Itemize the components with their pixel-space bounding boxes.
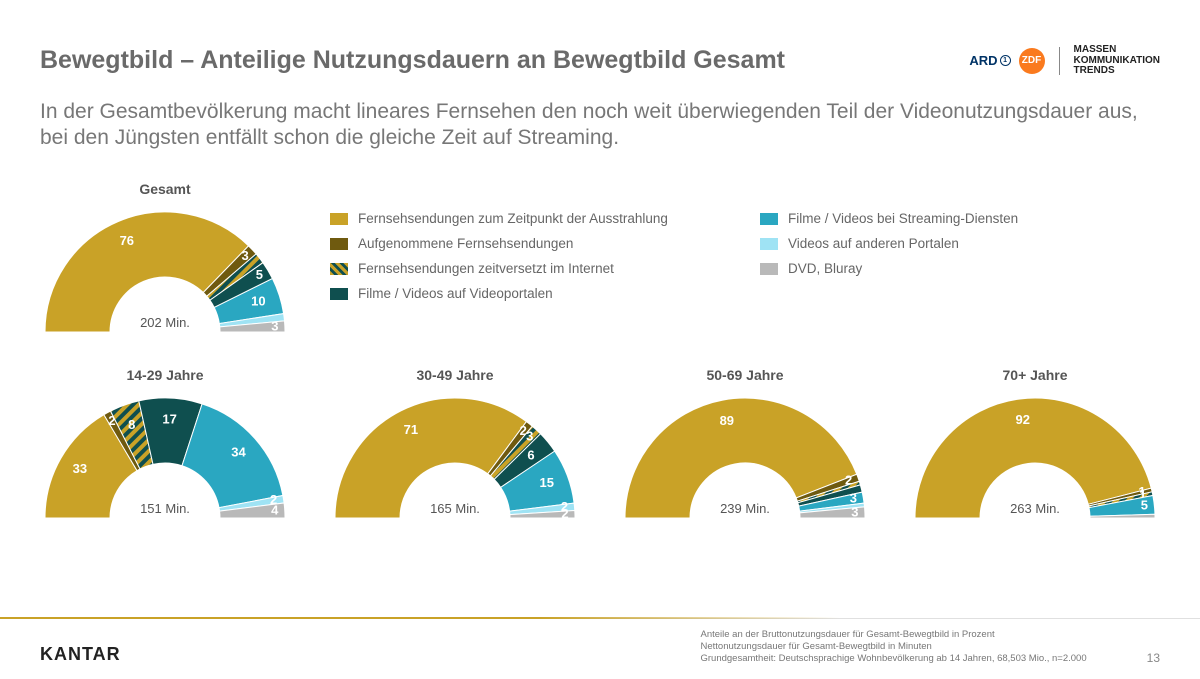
bottom-row: 14-29 Jahre 3328173424151 Min. 30-49 Jah… <box>40 367 1160 518</box>
donut-segment-label: 17 <box>162 412 176 427</box>
footnote-line2: Nettonutzungsdauer für Gesamt-Bewegtbild… <box>700 641 1086 653</box>
donut-segment-label: 5 <box>256 267 263 282</box>
legend-item: Filme / Videos bei Streaming-Diensten <box>760 211 1160 226</box>
footnote-line1: Anteile an der Bruttonutzungsdauer für G… <box>700 629 1086 641</box>
legend-label: Fernsehsendungen zum Zeitpunkt der Ausst… <box>358 211 668 226</box>
chart-gesamt: 7635103202 Min. <box>40 207 290 332</box>
legend-item <box>760 286 1160 301</box>
legend-swatch <box>330 238 348 250</box>
legend-label: Filme / Videos bei Streaming-Diensten <box>788 211 1018 226</box>
legend-swatch <box>760 263 778 275</box>
chart-gesamt-title: Gesamt <box>40 181 290 197</box>
donut-segment-label: 8 <box>128 417 135 432</box>
chart-50-69: 89233239 Min. <box>620 393 870 518</box>
donut-center-label: 165 Min. <box>430 501 480 516</box>
donut-segment-label: 76 <box>120 233 134 248</box>
footnote: Anteile an der Bruttonutzungsdauer für G… <box>700 629 1086 665</box>
legend-swatch <box>330 263 348 275</box>
ard-logo-icon: 1 <box>1000 55 1011 66</box>
logo-separator <box>1059 47 1060 75</box>
legend: Fernsehsendungen zum Zeitpunkt der Ausst… <box>330 181 1160 332</box>
donut-segment-label: 6 <box>527 447 534 462</box>
ard-logo: ARD 1 <box>969 53 1010 68</box>
chart-50-69-block: 50-69 Jahre 89233239 Min. <box>620 367 870 518</box>
footer-right: Anteile an der Bruttonutzungsdauer für G… <box>700 629 1160 665</box>
top-row: Gesamt 7635103202 Min. Fernsehsendungen … <box>40 181 1160 332</box>
legend-label: Filme / Videos auf Videoportalen <box>358 286 553 301</box>
chart-14-29: 3328173424151 Min. <box>40 393 290 518</box>
donut-segment-label: 5 <box>1141 497 1148 512</box>
legend-item: Fernsehsendungen zum Zeitpunkt der Ausst… <box>330 211 730 226</box>
donut-segment-label: 71 <box>404 422 418 437</box>
legend-item: DVD, Bluray <box>760 261 1160 276</box>
footer-inner: KANTAR Anteile an der Bruttonutzungsdaue… <box>40 629 1160 665</box>
legend-label: Videos auf anderen Portalen <box>788 236 959 251</box>
footer-gold-line <box>0 617 1200 619</box>
footnote-line3: Grundgesamtheit: Deutschsprachige Wohnbe… <box>700 653 1086 665</box>
page-number: 13 <box>1147 651 1160 665</box>
chart-30-49-title: 30-49 Jahre <box>330 367 580 383</box>
donut-segment-label: 2 <box>561 506 568 518</box>
donut-segment-label: 92 <box>1015 412 1029 427</box>
chart-30-49: 712361522165 Min. <box>330 393 580 518</box>
legend-label: Aufgenommene Fernsehsendungen <box>358 236 573 251</box>
donut-segment-label: 3 <box>851 504 858 518</box>
donut-segment-label: 3 <box>271 318 278 332</box>
mkt-logo-line3: TRENDS <box>1074 66 1160 77</box>
chart-70plus-title: 70+ Jahre <box>910 367 1160 383</box>
donut-center-label: 239 Min. <box>720 501 770 516</box>
chart-50-69-title: 50-69 Jahre <box>620 367 870 383</box>
legend-item: Aufgenommene Fernsehsendungen <box>330 236 730 251</box>
donut-segment-label: 89 <box>720 413 734 428</box>
donut-center-label: 263 Min. <box>1010 501 1060 516</box>
legend-swatch <box>330 213 348 225</box>
legend-item: Filme / Videos auf Videoportalen <box>330 286 730 301</box>
page-title: Bewegtbild – Anteilige Nutzungsdauern an… <box>40 46 785 75</box>
chart-14-29-block: 14-29 Jahre 3328173424151 Min. <box>40 367 290 518</box>
subtitle: In der Gesamtbevölkerung macht lineares … <box>40 99 1160 152</box>
donut-segment <box>335 398 526 518</box>
donut-center-label: 151 Min. <box>140 501 190 516</box>
zdf-logo: ZDF <box>1019 48 1045 74</box>
donut-segment-label: 15 <box>540 475 554 490</box>
chart-70plus-block: 70+ Jahre 92115263 Min. <box>910 367 1160 518</box>
footer: KANTAR Anteile an der Bruttonutzungsdaue… <box>0 618 1200 679</box>
logo-group: ARD 1 ZDF MASSEN KOMMUNIKATION TRENDS <box>969 45 1160 77</box>
ard-logo-text: ARD <box>969 53 997 68</box>
legend-swatch <box>330 288 348 300</box>
donut-segment-label: 4 <box>271 503 279 518</box>
mkt-logo: MASSEN KOMMUNIKATION TRENDS <box>1074 45 1160 77</box>
donut-center-label: 202 Min. <box>140 315 190 330</box>
donut-segment-label: 34 <box>231 445 246 460</box>
legend-item: Fernsehsendungen zeitversetzt im Interne… <box>330 261 730 276</box>
legend-swatch <box>760 213 778 225</box>
legend-label: DVD, Bluray <box>788 261 862 276</box>
chart-30-49-block: 30-49 Jahre 712361522165 Min. <box>330 367 580 518</box>
chart-gesamt-block: Gesamt 7635103202 Min. <box>40 181 290 332</box>
mkt-logo-line1: MASSEN <box>1074 45 1160 56</box>
header-row: Bewegtbild – Anteilige Nutzungsdauern an… <box>40 45 1160 77</box>
kantar-logo: KANTAR <box>40 644 121 665</box>
chart-14-29-title: 14-29 Jahre <box>40 367 290 383</box>
donut-segment-label: 33 <box>73 461 87 476</box>
slide: Bewegtbild – Anteilige Nutzungsdauern an… <box>0 0 1200 679</box>
donut-segment-label: 10 <box>251 294 265 309</box>
chart-70plus: 92115263 Min. <box>910 393 1160 518</box>
legend-label: Fernsehsendungen zeitversetzt im Interne… <box>358 261 614 276</box>
legend-swatch <box>760 238 778 250</box>
legend-item: Videos auf anderen Portalen <box>760 236 1160 251</box>
